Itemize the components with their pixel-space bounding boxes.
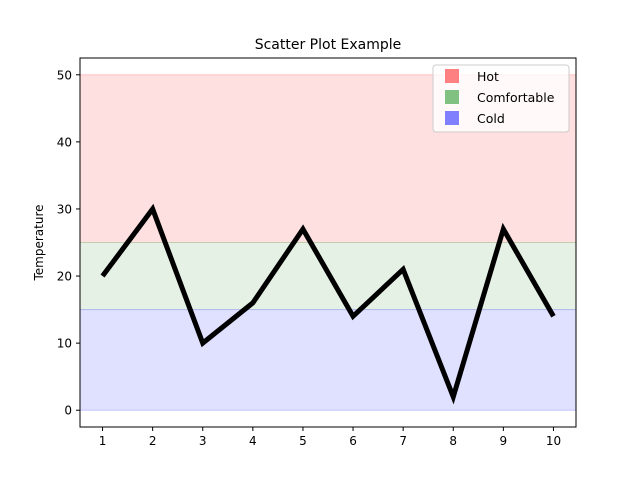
y-tick-label: 50: [57, 68, 72, 82]
y-tick-label: 0: [64, 404, 72, 418]
y-tick-label: 20: [57, 270, 72, 284]
legend-label: Cold: [477, 111, 505, 126]
plot-frame: [79, 57, 577, 428]
y-tick-label: 30: [57, 202, 72, 216]
legend-swatch-comfortable: [445, 90, 459, 104]
x-tick-label: 4: [249, 434, 257, 448]
legend-box: [432, 64, 570, 133]
y-tick-label: 10: [57, 337, 72, 351]
x-tick-label: 7: [399, 434, 407, 448]
y-axis-label: Temperature: [32, 204, 46, 281]
legend-label: Hot: [477, 69, 499, 84]
legend: Hot Comfortable Cold: [432, 64, 570, 133]
legend-swatch-cold: [445, 111, 459, 125]
x-tick-label: 9: [500, 434, 508, 448]
legend-swatch-hot: [445, 69, 459, 83]
legend-label: Comfortable: [477, 90, 555, 105]
x-tick-label: 2: [149, 434, 157, 448]
series-layer: [100, 203, 556, 405]
x-tick-label: 1: [99, 434, 107, 448]
band-cold: [79, 309, 577, 411]
series-line-0: [100, 203, 556, 405]
x-tick-label: 8: [449, 434, 457, 448]
x-tick-label: 5: [299, 434, 307, 448]
x-tick-label: 10: [546, 434, 561, 448]
x-tick-label: 3: [199, 434, 207, 448]
y-axis: 0 10 20 30 40 50: [57, 68, 80, 418]
y-tick-label: 40: [57, 135, 72, 149]
x-tick-label: 6: [349, 434, 357, 448]
x-axis: 1 2 3 4 5 6 7 8 9 10: [99, 427, 561, 448]
chart-title: Scatter Plot Example: [255, 37, 402, 53]
